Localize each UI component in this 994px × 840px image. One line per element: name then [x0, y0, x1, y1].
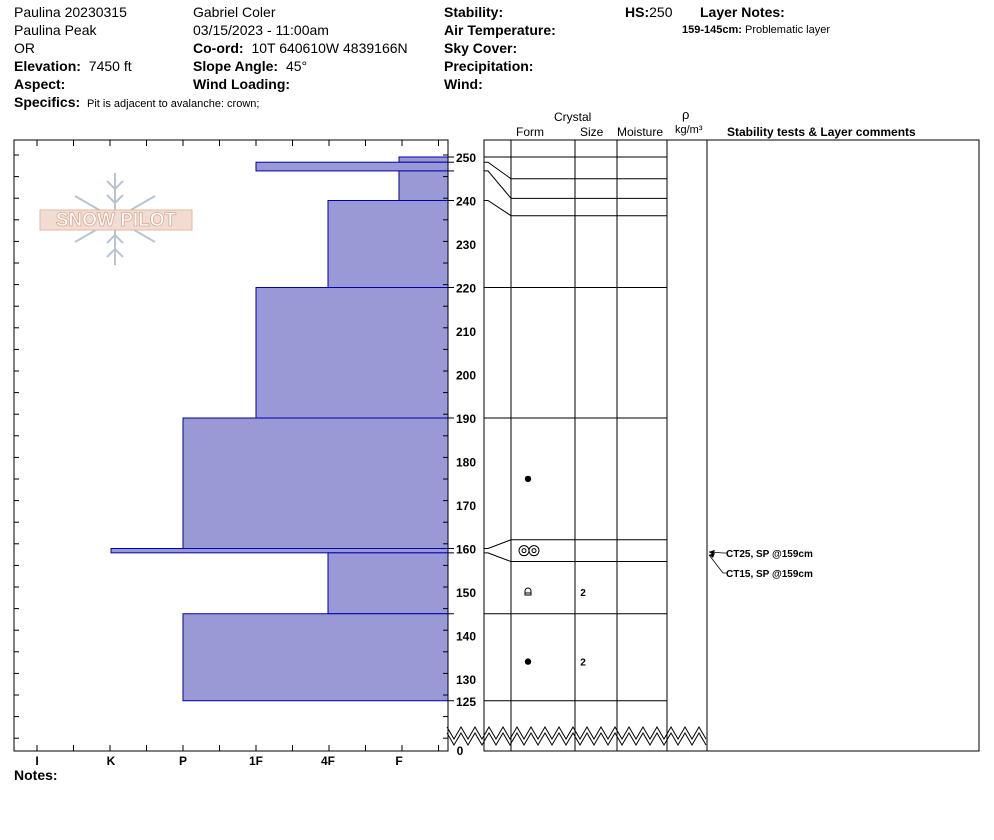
wind-label: Wind:	[444, 76, 483, 92]
coord-row: Co-ord: 10T 640610W 4839166N	[193, 40, 408, 56]
rounded-grains-icon	[524, 658, 532, 665]
depth-tick-180: 180	[456, 456, 476, 470]
depth-tick-140: 140	[456, 630, 476, 644]
melt-forms-icon	[528, 545, 540, 557]
layer-note-range: 159-145cm:	[682, 24, 742, 36]
depth-tick-170: 170	[456, 499, 476, 513]
stability-test-label: CT25, SP @159cm	[726, 549, 813, 560]
form-header: Form	[516, 125, 544, 139]
observer-name: Gabriel Coler	[193, 4, 276, 20]
air-temp-label: Air Temperature:	[444, 22, 556, 38]
layer-boundary-240	[484, 200, 667, 217]
location-name: Paulina Peak	[14, 22, 97, 38]
depth-tick-240: 240	[456, 195, 476, 209]
moisture-header: Moisture	[617, 125, 664, 139]
rounded-grains-icon	[524, 475, 532, 483]
hs-label: HS:	[625, 4, 650, 20]
depth-tick-190: 190	[456, 412, 476, 426]
hardness-bar-3	[398, 170, 449, 201]
depth-tick-220: 220	[456, 282, 476, 296]
density-unit: kg/m³	[675, 124, 703, 136]
elevation-row: Elevation: 7450 ft	[14, 58, 132, 74]
wind-loading-label: Wind Loading:	[193, 76, 291, 92]
crystal-header: Crystal	[554, 110, 592, 124]
depth-tick-150: 150	[456, 586, 476, 600]
hardness-bar-2	[255, 161, 449, 172]
coord-value: 10T 640610W 4839166N	[251, 40, 408, 56]
slope-row: Slope Angle: 45°	[193, 58, 307, 74]
depth-tick-250: 250	[456, 151, 476, 165]
stability-label: Stability:	[444, 4, 504, 20]
specifics-value: Pit is adjacent to avalanche: crown;	[87, 98, 260, 110]
depth-tick-230: 230	[456, 238, 476, 252]
hardness-bar-4	[327, 200, 449, 288]
hardness-tick-one-finger: 1F	[249, 754, 263, 768]
layer-table-frame	[483, 139, 980, 752]
layer-boundary-160	[484, 539, 667, 549]
hardness-bar-8	[327, 552, 449, 615]
hardness-tick-pencil: P	[179, 754, 187, 768]
melt-forms-icon	[518, 545, 530, 557]
depth-tick-210: 210	[456, 325, 476, 339]
faceted-rounded-icon	[524, 587, 532, 596]
elevation-label: Elevation:	[14, 58, 81, 74]
hardness-bar-5	[255, 287, 449, 419]
depth-tick-160: 160	[456, 543, 476, 557]
hs-value: 250	[649, 4, 673, 20]
layer-note-text: Problematic layer	[745, 24, 830, 36]
depth-tick-zero: 0	[457, 744, 464, 758]
coord-label: Co-ord:	[193, 40, 244, 56]
layer-boundary-246.8	[484, 170, 667, 199]
layer-boundary-159	[484, 552, 667, 563]
aspect-label: Aspect:	[14, 76, 66, 92]
hardness-bar-7	[110, 548, 449, 554]
size-header: Size	[580, 125, 604, 139]
elevation-value: 7450 ft	[88, 58, 132, 74]
sky-cover-label: Sky Cover:	[444, 40, 518, 56]
hardness-tick-fist: F	[395, 754, 402, 768]
specifics-row: Specifics: Pit is adjacent to avalanche:…	[14, 94, 259, 111]
slope-value: 45°	[285, 58, 308, 74]
melt-forms-icon	[531, 548, 537, 554]
observation-datetime: 03/15/2023 - 11:00am	[193, 22, 329, 38]
axis-break-bottom	[446, 726, 707, 740]
hardness-tick-four-finger: 4F	[321, 754, 335, 768]
axis-break-top	[446, 732, 707, 746]
stability-test-leader	[708, 554, 727, 574]
hardness-bar-6	[182, 417, 449, 549]
precip-label: Precipitation:	[444, 58, 534, 74]
slope-label: Slope Angle:	[193, 58, 279, 74]
hardness-plot-frame	[13, 139, 449, 752]
hardness-tick-knife: K	[107, 754, 116, 768]
layer-boundary-248.8	[484, 161, 667, 180]
state-name: OR	[14, 40, 35, 56]
pit-name: Paulina 20230315	[14, 4, 127, 20]
depth-tick-130: 130	[456, 673, 476, 687]
density-symbol: ρ	[682, 107, 690, 122]
melt-forms-icon	[521, 548, 527, 554]
layer-note: 159-145cm: Problematic layer	[682, 24, 830, 37]
layer-notes-label: Layer Notes:	[700, 4, 785, 20]
stability-comments-header: Stability tests & Layer comments	[727, 125, 916, 139]
stability-test-label: CT15, SP @159cm	[726, 569, 813, 580]
grain-size-label: 2	[580, 588, 586, 599]
hs-row: HS:250	[625, 4, 672, 20]
hardness-tick-ice: I	[35, 754, 38, 768]
hardness-bar-9	[182, 613, 449, 702]
depth-tick-125: 125	[456, 695, 476, 709]
grain-size-label: 2	[580, 658, 586, 669]
specifics-label: Specifics:	[14, 94, 81, 110]
notes-label: Notes:	[14, 767, 58, 783]
depth-tick-200: 200	[456, 369, 476, 383]
hardness-bar-1	[398, 156, 449, 163]
stability-test-arrowhead	[709, 552, 715, 558]
